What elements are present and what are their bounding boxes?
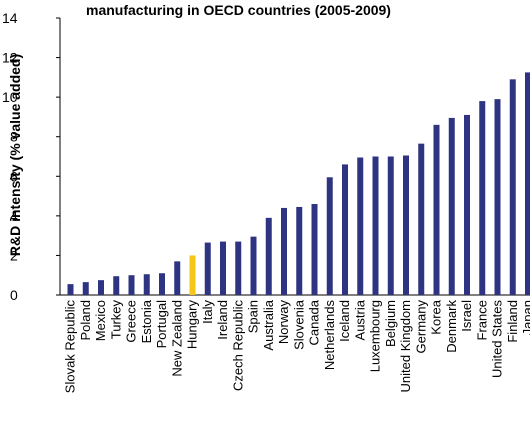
bar-austria [357, 157, 364, 295]
x-tick-label: New Zealand [169, 300, 184, 377]
bar-united-kingdom [403, 155, 409, 295]
y-tick-label: 4 [10, 208, 18, 224]
x-tick-label: Iceland [337, 300, 352, 342]
bar-belgium [387, 156, 394, 295]
x-tick-label: Turkey [108, 300, 123, 340]
bar-japan [525, 72, 530, 296]
bar-new-zealand [174, 261, 181, 295]
x-tick-label: Netherlands [322, 300, 337, 371]
bar-greece [128, 275, 135, 295]
x-tick-label: Poland [78, 300, 93, 340]
x-tick-label: Portugal [154, 300, 169, 349]
y-tick-label: 0 [10, 287, 18, 303]
x-tick-label: Korea [429, 299, 444, 334]
x-tick-label: Finland [505, 300, 520, 343]
bar-poland [82, 282, 89, 295]
x-tick-label: Austria [352, 299, 367, 340]
bar-norway [281, 207, 287, 295]
bar-denmark [448, 117, 455, 296]
x-tick-label: Germany [413, 300, 428, 354]
y-tick-label: 14 [2, 10, 18, 26]
x-tick-label: Japan [520, 300, 530, 335]
x-tick-label: Greece [124, 300, 139, 343]
bar-france [479, 101, 486, 295]
x-tick-label: United States [490, 300, 505, 379]
x-tick-label: Estonia [139, 299, 154, 343]
bar-spain [250, 236, 257, 295]
bar-hungary [189, 255, 196, 295]
x-tick-label: Hungary [185, 300, 200, 350]
y-tick-label: 10 [2, 89, 18, 105]
bar-australia [265, 217, 272, 295]
x-tick-label: Ireland [215, 300, 230, 340]
bar-slovak-republic [67, 284, 74, 295]
x-tick-label: United Kingdom [398, 300, 413, 393]
x-tick-label: Israel [459, 300, 474, 332]
bar-slovenia [296, 206, 303, 295]
bar-germany [418, 143, 425, 295]
bar-turkey [113, 276, 120, 295]
x-tick-label: Mexico [93, 300, 108, 341]
bar-canada [311, 203, 318, 295]
y-tick-label: 8 [10, 129, 18, 145]
bar-iceland [342, 164, 348, 295]
y-axis-ticks: 0 2 4 6 8 10 12 14 [2, 10, 60, 303]
x-tick-label: Luxembourg [368, 300, 383, 372]
bar-netherlands [326, 177, 333, 295]
x-tick-label: France [474, 300, 489, 340]
x-tick-label: Czech Republic [230, 300, 245, 392]
bar-ireland [220, 241, 226, 295]
bar-italy [204, 242, 211, 295]
y-axis-label: R&D intensity (% value added) [7, 54, 23, 256]
x-tick-label: Italy [200, 300, 215, 324]
x-tick-label: Canada [307, 299, 322, 345]
x-tick-label: Norway [276, 300, 291, 345]
bar-finland [509, 79, 516, 295]
chart-title: manufacturing in OECD countries (2005-20… [86, 2, 391, 18]
x-tick-label: Australia [261, 299, 276, 350]
x-tick-label: Denmark [444, 300, 459, 353]
y-tick-label: 6 [10, 168, 18, 184]
x-tick-label: Spain [246, 300, 261, 333]
bar-israel [464, 114, 470, 295]
x-tick-label: Slovak Republic [63, 300, 78, 394]
bar-korea [433, 124, 440, 295]
bar-united-states [494, 99, 501, 295]
x-tick-label: Belgium [383, 300, 398, 347]
bar-czech-republic [235, 241, 242, 295]
y-tick-label: 2 [10, 247, 18, 263]
bar-mexico [98, 280, 104, 295]
y-tick-label: 12 [2, 50, 18, 66]
x-axis-tick-labels: Slovak Republic Poland Mexico Turkey Greece E… [63, 299, 530, 393]
x-tick-label: Slovenia [291, 299, 306, 350]
bar-luxembourg [372, 156, 379, 295]
bar-portugal [159, 273, 165, 295]
bar-series [67, 72, 530, 296]
bar-estonia [143, 274, 150, 295]
